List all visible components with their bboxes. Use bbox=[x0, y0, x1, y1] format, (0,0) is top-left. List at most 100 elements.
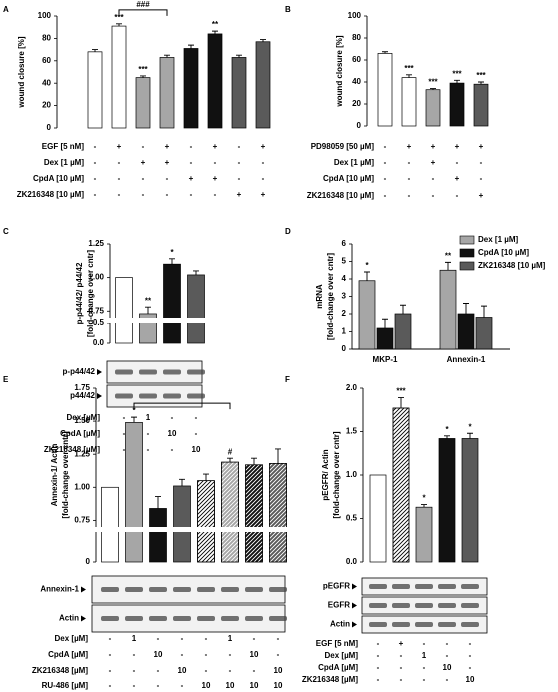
condition-cell: - bbox=[253, 666, 256, 675]
condition-cell: - bbox=[166, 174, 169, 183]
condition-cell: - bbox=[205, 666, 208, 675]
y-tick-label: 60 bbox=[352, 55, 361, 64]
bar bbox=[438, 438, 456, 563]
error-bar bbox=[236, 54, 242, 58]
y-tick-label: 3 bbox=[342, 292, 347, 301]
condition-cell: - bbox=[446, 675, 449, 684]
condition-cell: - bbox=[118, 174, 121, 183]
blot-label: pEGFR bbox=[323, 582, 350, 591]
panel-label: B bbox=[285, 5, 291, 14]
condition-cell: - bbox=[109, 634, 112, 643]
condition-cell: - bbox=[166, 190, 169, 199]
condition-cell: + bbox=[213, 174, 218, 183]
blot-label: Actin bbox=[330, 620, 350, 629]
blot-band bbox=[163, 393, 181, 399]
condition-cell: + bbox=[261, 142, 266, 151]
error-bar bbox=[454, 79, 460, 84]
error-bar bbox=[145, 306, 151, 314]
condition-cell: - bbox=[469, 639, 472, 648]
condition-label: CpdA [µM] bbox=[60, 429, 100, 438]
condition-cell: - bbox=[253, 634, 256, 643]
condition-cell: 10 bbox=[466, 675, 475, 684]
error-bar bbox=[398, 397, 404, 409]
condition-cell: 10 bbox=[168, 429, 177, 438]
condition-cell: - bbox=[181, 681, 184, 690]
condition-cell: - bbox=[238, 142, 241, 151]
bar bbox=[401, 77, 417, 127]
error-bar bbox=[169, 258, 175, 265]
condition-cell: - bbox=[190, 190, 193, 199]
condition-cell: - bbox=[118, 190, 121, 199]
blot-label: Annexin-1 bbox=[40, 585, 79, 594]
condition-cell: - bbox=[469, 651, 472, 660]
condition-label: ZK216348 [10 µM] bbox=[307, 191, 375, 200]
significance: * bbox=[170, 248, 174, 257]
condition-label: ZK216348 [10 µM] bbox=[17, 190, 85, 199]
y-tick-label: 100 bbox=[348, 11, 362, 20]
bar bbox=[231, 57, 247, 129]
condition-cell: - bbox=[277, 634, 280, 643]
condition-label: CpdA [µM] bbox=[318, 663, 358, 672]
bar bbox=[173, 485, 191, 563]
blot-band bbox=[101, 616, 119, 621]
significance: *** bbox=[452, 69, 462, 78]
error-bar bbox=[444, 435, 450, 439]
y-axis-title: [fold-change over cntr] bbox=[86, 250, 95, 337]
condition-label: EGF [5 nM] bbox=[42, 142, 85, 151]
condition-cell: 10 bbox=[202, 681, 211, 690]
bar bbox=[376, 327, 394, 350]
y-axis-title: Annexin-1/ Actin bbox=[50, 443, 59, 506]
condition-cell: - bbox=[94, 142, 97, 151]
condition-cell: - bbox=[262, 174, 265, 183]
blot-band bbox=[438, 622, 456, 627]
y-tick-label: 40 bbox=[352, 77, 361, 86]
condition-label: Dex [µM] bbox=[55, 634, 89, 643]
y-axis-title: p-p44/42/ p44/42 bbox=[75, 262, 84, 324]
blot-band bbox=[269, 616, 287, 621]
condition-cell: - bbox=[157, 666, 160, 675]
condition-cell: - bbox=[377, 651, 380, 660]
y-tick-label: 0 bbox=[357, 121, 362, 130]
bar-hatch bbox=[245, 464, 263, 563]
y-tick-label: 1.50 bbox=[74, 416, 90, 425]
y-tick-label: 0 bbox=[342, 344, 347, 353]
blot-band bbox=[415, 584, 433, 589]
significance: *** bbox=[476, 71, 486, 80]
blot-band bbox=[245, 587, 263, 592]
y-tick-label: 100 bbox=[38, 11, 52, 20]
blot-arrow bbox=[352, 602, 357, 609]
blot-band bbox=[139, 369, 157, 375]
condition-cell: - bbox=[205, 650, 208, 659]
condition-cell: 10 bbox=[274, 681, 283, 690]
condition-cell: + bbox=[213, 142, 218, 151]
blot-arrow bbox=[81, 586, 86, 593]
blot-band bbox=[461, 603, 479, 608]
condition-label: Dex [µM] bbox=[325, 651, 359, 660]
bar-hatch bbox=[221, 461, 239, 563]
error-bar bbox=[445, 261, 451, 271]
condition-cell: + bbox=[117, 142, 122, 151]
significance: ** bbox=[212, 20, 219, 29]
condition-cell: - bbox=[423, 675, 426, 684]
condition-cell: - bbox=[109, 681, 112, 690]
blot-arrow bbox=[97, 369, 102, 375]
panel-label: C bbox=[3, 227, 9, 236]
blot-band bbox=[369, 603, 387, 608]
condition-cell: 10 bbox=[178, 666, 187, 675]
condition-cell: + bbox=[455, 174, 460, 183]
condition-cell: - bbox=[377, 675, 380, 684]
blot-band bbox=[139, 393, 157, 399]
y-tick-label: 1.00 bbox=[74, 482, 90, 491]
significance: ** bbox=[445, 251, 452, 260]
y-tick-label: 0.0 bbox=[93, 338, 105, 347]
condition-cell: 10 bbox=[192, 445, 201, 454]
error-bar bbox=[463, 303, 469, 314]
error-bar bbox=[155, 496, 161, 509]
y-tick-label: 40 bbox=[42, 78, 51, 87]
legend-swatch bbox=[459, 261, 475, 271]
bar bbox=[449, 82, 465, 127]
condition-cell: - bbox=[423, 663, 426, 672]
error-bar bbox=[193, 270, 199, 275]
y-tick-label: 20 bbox=[352, 99, 361, 108]
